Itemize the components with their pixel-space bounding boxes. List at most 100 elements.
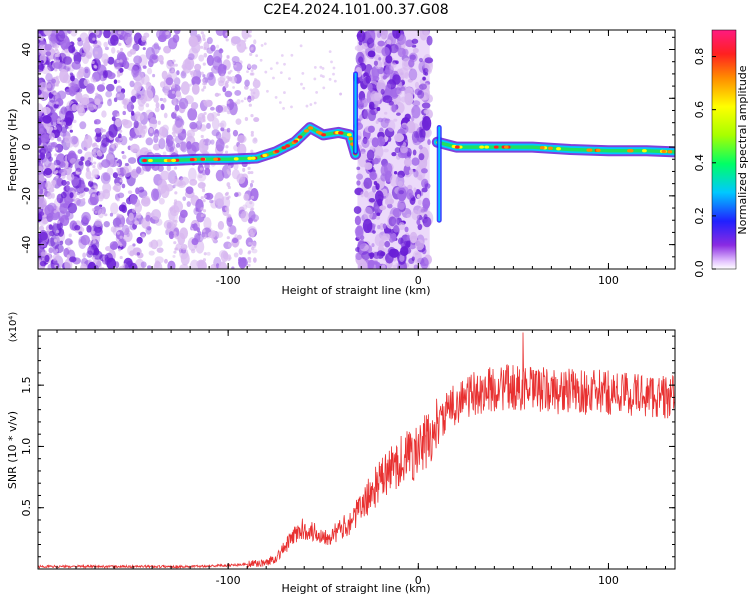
noise-point (173, 209, 177, 214)
noise-point (253, 257, 257, 263)
noise-point (389, 248, 400, 258)
noise-point (423, 204, 429, 212)
noise-point (247, 263, 251, 267)
noise-point (250, 47, 253, 51)
noise-point (191, 141, 201, 152)
noise-point (354, 215, 362, 226)
noise-point (206, 47, 214, 54)
noise-point (163, 112, 168, 119)
snr-ytick-label: 0.5 (20, 499, 33, 517)
noise-point (393, 171, 398, 175)
track-hotspot (503, 145, 509, 149)
noise-point (55, 208, 59, 213)
noise-point (147, 265, 152, 269)
colorbar-tick-label: 0.2 (693, 207, 706, 225)
noise-point (38, 122, 45, 136)
noise-point (67, 66, 71, 71)
noise-point (313, 66, 317, 69)
noise-point (93, 189, 98, 193)
noise-point (173, 101, 177, 106)
noise-point (248, 259, 252, 263)
noise-point (227, 224, 237, 235)
noise-point (362, 218, 373, 234)
noise-point (368, 101, 375, 110)
noise-point (54, 239, 58, 243)
noise-point (171, 90, 176, 94)
noise-point (406, 234, 411, 242)
track-hotspot (348, 137, 354, 141)
noise-point (117, 133, 122, 139)
noise-point (382, 223, 387, 229)
noise-point (56, 80, 61, 84)
noise-point (252, 79, 261, 89)
noise-point (356, 30, 366, 42)
noise-point (417, 223, 423, 231)
noise-point (68, 233, 72, 238)
snr-xlabel: Height of straight line (km) (281, 582, 430, 595)
noise-point (81, 211, 91, 224)
noise-point (86, 225, 92, 233)
noise-point (91, 193, 96, 198)
noise-point (56, 136, 62, 142)
noise-point (40, 60, 44, 64)
noise-point (110, 202, 119, 215)
noise-point (412, 47, 419, 54)
noise-point (253, 219, 258, 223)
noise-point (332, 72, 335, 76)
noise-point (107, 99, 112, 107)
noise-point (141, 40, 147, 47)
snr-ytick-label: 1.0 (20, 438, 33, 456)
noise-point (117, 192, 125, 199)
noise-point (188, 167, 197, 182)
noise-point (38, 30, 42, 34)
colorbar-tick-label: 0.8 (693, 48, 706, 66)
noise-point (130, 95, 137, 103)
spectrogram-ylabel: Frequency (Hz) (6, 109, 19, 192)
noise-point (376, 106, 381, 112)
noise-point (117, 30, 122, 35)
noise-point (121, 183, 126, 189)
noise-point (136, 236, 143, 244)
noise-point (56, 51, 60, 55)
noise-point (375, 206, 379, 209)
noise-point (132, 243, 136, 247)
noise-point (397, 47, 406, 58)
noise-point (152, 143, 161, 151)
spectrogram-ytick-label: 40 (20, 43, 33, 57)
noise-point (381, 264, 386, 269)
noise-point (233, 162, 239, 170)
noise-point (67, 202, 78, 214)
noise-point (83, 187, 90, 192)
noise-point (238, 257, 249, 268)
noise-point (356, 180, 361, 186)
noise-point (93, 118, 101, 125)
noise-point (54, 147, 59, 151)
noise-point (133, 55, 143, 65)
noise-point (45, 73, 53, 82)
noise-point (171, 63, 175, 67)
noise-point (118, 248, 122, 252)
noise-point (243, 97, 247, 101)
noise-point (173, 166, 178, 170)
noise-point (218, 48, 224, 54)
noise-point (55, 123, 63, 134)
noise-point (130, 110, 135, 116)
noise-point (211, 230, 216, 235)
noise-point (275, 61, 279, 65)
noise-point (101, 53, 109, 64)
noise-point (224, 192, 228, 196)
noise-point (243, 193, 250, 201)
noise-point (424, 238, 428, 241)
noise-point (421, 168, 428, 174)
noise-point (266, 89, 269, 93)
noise-point (77, 68, 85, 78)
noise-point (384, 75, 388, 79)
noise-point (178, 213, 186, 224)
noise-point (116, 70, 120, 74)
noise-point (418, 144, 423, 150)
noise-point (252, 91, 256, 95)
noise-point (145, 137, 154, 146)
noise-point (391, 152, 397, 157)
noise-point (56, 165, 60, 169)
